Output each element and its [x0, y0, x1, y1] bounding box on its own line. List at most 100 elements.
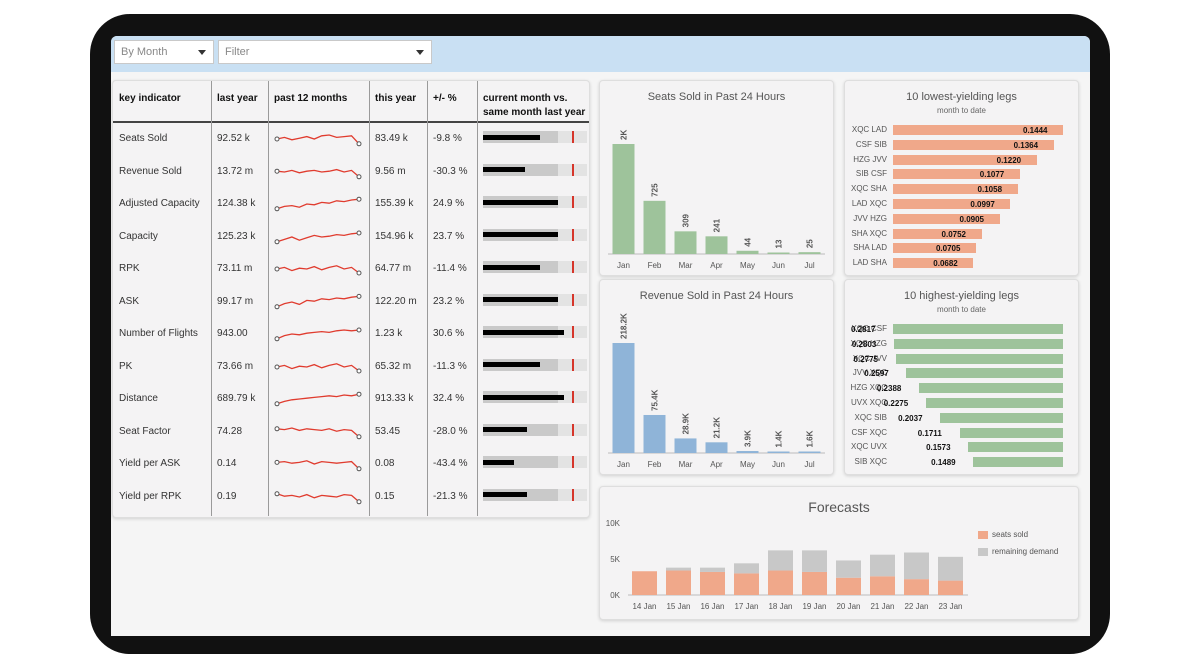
bar	[705, 236, 728, 254]
bar-data-label: 21.2K	[713, 417, 722, 439]
bullet-target	[572, 326, 575, 338]
leg-value-label: 0.2275	[883, 399, 909, 408]
indicator-name: Seats Sold	[119, 133, 168, 144]
filter-select[interactable]: Filter	[218, 40, 432, 64]
legend-seats-sold: seats sold	[992, 530, 1029, 539]
leg-value-label: 0.1077	[979, 170, 1005, 180]
period-select[interactable]: By Month	[114, 40, 214, 64]
x-tick-label: 23 Jan	[938, 602, 962, 611]
leg-value-label: 0.1444	[1023, 126, 1048, 135]
bar-data-label: 3.9K	[744, 430, 753, 447]
bar	[643, 414, 666, 453]
bar	[612, 144, 635, 254]
this-year-value: 155.39 k	[375, 198, 414, 209]
sparkline	[274, 134, 362, 147]
this-year-value: 9.56 m	[375, 165, 406, 177]
sparkline-line	[276, 393, 360, 405]
indicator-name: Capacity	[119, 230, 158, 242]
bullet-bar	[483, 264, 541, 270]
dashboard-screen: By Month Filter key indicator last year …	[111, 36, 1090, 636]
sparkline-end-point	[356, 196, 362, 202]
leg-bar	[893, 139, 1054, 150]
leg-value-label: 0.1058	[977, 185, 1003, 195]
leg-value-label: 0.2388	[876, 384, 902, 394]
sparkline-start-point	[274, 364, 280, 369]
last-year-value: 92.52 k	[217, 133, 250, 144]
delta-value: -9.8 %	[433, 133, 462, 144]
delta-value: -43.4 %	[433, 458, 468, 469]
sparkline-end-point	[356, 368, 362, 373]
period-select-value: By Month	[121, 46, 168, 58]
column-divider	[268, 81, 269, 516]
this-year-value: 0.08	[375, 458, 395, 469]
sparkline-line	[276, 460, 360, 470]
sparkline-start-point	[274, 425, 280, 431]
sparkline-end-point	[356, 270, 362, 276]
x-tick-label: Jun	[772, 460, 785, 469]
leg-value-label: 0.0682	[933, 259, 958, 269]
leg-value-label: 0.2037	[898, 413, 923, 423]
bullet-target	[572, 293, 575, 306]
bullet-bar	[483, 459, 515, 465]
chart-title: 10 lowest-yielding legs	[906, 91, 1017, 103]
seats-sold-chart: Seats Sold in Past 24 Hours 2K Jan 725 Feb 3…	[599, 80, 834, 276]
x-tick-label: 21 Jan	[870, 602, 894, 611]
this-year-value: 64.77 m	[375, 263, 412, 274]
sparkline-line	[276, 134, 360, 145]
header-divider	[113, 121, 589, 123]
bar-remaining-demand	[700, 567, 725, 572]
delta-value: 32.4 %	[433, 393, 465, 404]
legend-swatch-remaining-demand	[978, 548, 988, 556]
bullet-bar	[483, 427, 527, 432]
this-year-value: 53.45	[375, 425, 401, 437]
leg-value-label: 0.1573	[926, 443, 951, 453]
bar-data-label: 28.9K	[682, 413, 691, 435]
delta-value: 23.2 %	[433, 295, 465, 307]
sparkline-end-point	[356, 433, 362, 439]
delta-value: -21.3 %	[433, 490, 468, 502]
bullet-target	[572, 131, 575, 143]
bullet-target	[572, 228, 575, 241]
header-current-vs-2: same month last year	[483, 107, 586, 118]
chart-subtitle: month to date	[937, 106, 986, 115]
header-delta: +/- %	[433, 93, 457, 104]
bar-remaining-demand	[870, 554, 895, 577]
sparkline-line	[276, 168, 360, 177]
chevron-down-icon	[416, 50, 424, 55]
indicator-name: RPK	[119, 263, 140, 274]
leg-value-label: 0.2775	[853, 354, 878, 364]
y-tick-label: 5K	[610, 555, 620, 564]
lowest-yielding-legs-chart: 10 lowest-yielding legs month to date XQ…	[844, 80, 1079, 276]
bar	[643, 200, 666, 254]
legend-remaining-demand: remaining demand	[992, 547, 1059, 556]
leg-bar	[893, 199, 1011, 209]
leg-label: HZG JVV	[853, 154, 887, 164]
leg-bar	[925, 398, 1063, 408]
bar-data-label: 218.2K	[620, 313, 629, 339]
x-tick-label: 19 Jan	[802, 602, 826, 611]
sparkline-start-point	[274, 168, 280, 174]
leg-label: SIB CSF	[855, 169, 887, 179]
sparkline-start-point	[274, 459, 280, 465]
seats-sold-plot: 2K Jan 725 Feb 309 Mar 241 Apr 44 May 13 Jun 25 Jul	[608, 130, 825, 270]
bar	[767, 252, 790, 254]
this-year-value: 913.33 k	[375, 393, 414, 404]
sparkline	[274, 425, 362, 439]
delta-value: -11.3 %	[433, 360, 467, 372]
leg-label: XQC JVV	[852, 353, 887, 363]
sparkline-start-point	[274, 490, 280, 496]
bar-remaining-demand	[802, 550, 827, 572]
sparkline-start-point	[274, 336, 280, 342]
x-tick-label: Feb	[648, 261, 662, 270]
chart-title: Seats Sold in Past 24 Hours	[647, 91, 786, 103]
sparkline	[274, 362, 362, 373]
bar	[705, 442, 728, 453]
bar-data-label: 25	[806, 239, 815, 248]
leg-label: JVV HZG	[853, 213, 887, 223]
forecasts-chart: Forecasts 10K 5K 0K 14 Jan 15 Jan 16 Jan 17 Ja…	[599, 486, 1079, 620]
sparkline	[274, 265, 362, 276]
leg-value-label: 0.0997	[970, 200, 995, 209]
bullet-bar	[483, 167, 525, 172]
delta-value: -30.3 %	[433, 165, 468, 177]
delta-value: 30.6 %	[433, 328, 465, 339]
